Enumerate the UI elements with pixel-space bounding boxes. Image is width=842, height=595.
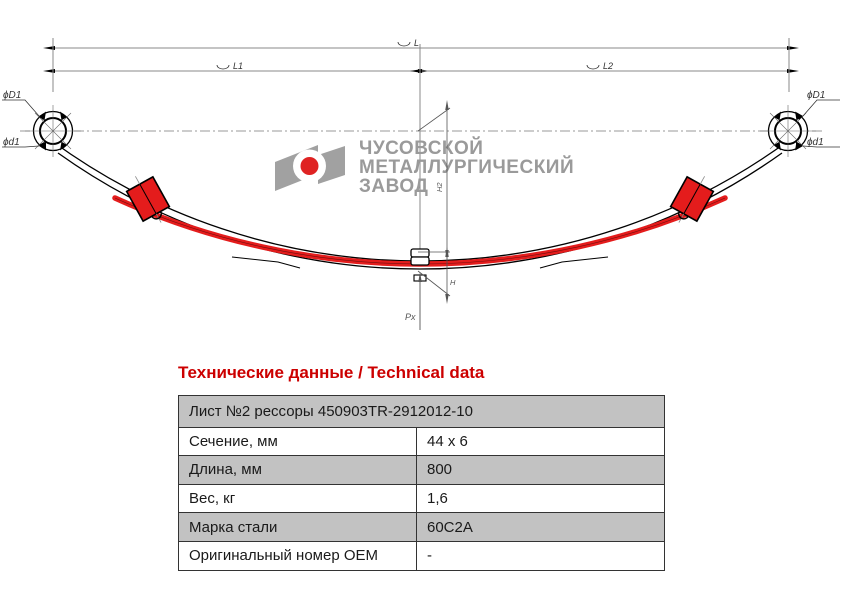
svg-text:Px: Px — [405, 312, 416, 322]
svg-text:H2: H2 — [435, 182, 444, 192]
svg-text:ЗАВОД: ЗАВОД — [359, 176, 428, 197]
svg-text:ϕD1: ϕD1 — [3, 90, 21, 101]
svg-text:L: L — [414, 38, 419, 48]
svg-text:H: H — [450, 278, 456, 287]
svg-text:ϕd1: ϕd1 — [3, 137, 20, 148]
svg-text:L2: L2 — [603, 61, 613, 71]
svg-text:ЧУСОВСКОЙ: ЧУСОВСКОЙ — [359, 137, 483, 159]
svg-text:L1: L1 — [233, 61, 243, 71]
svg-text:ϕd1: ϕd1 — [807, 137, 824, 148]
svg-text:МЕТАЛЛУРГИЧЕСКИЙ: МЕТАЛЛУРГИЧЕСКИЙ — [359, 156, 574, 178]
svg-text:ϕD1: ϕD1 — [807, 90, 825, 101]
